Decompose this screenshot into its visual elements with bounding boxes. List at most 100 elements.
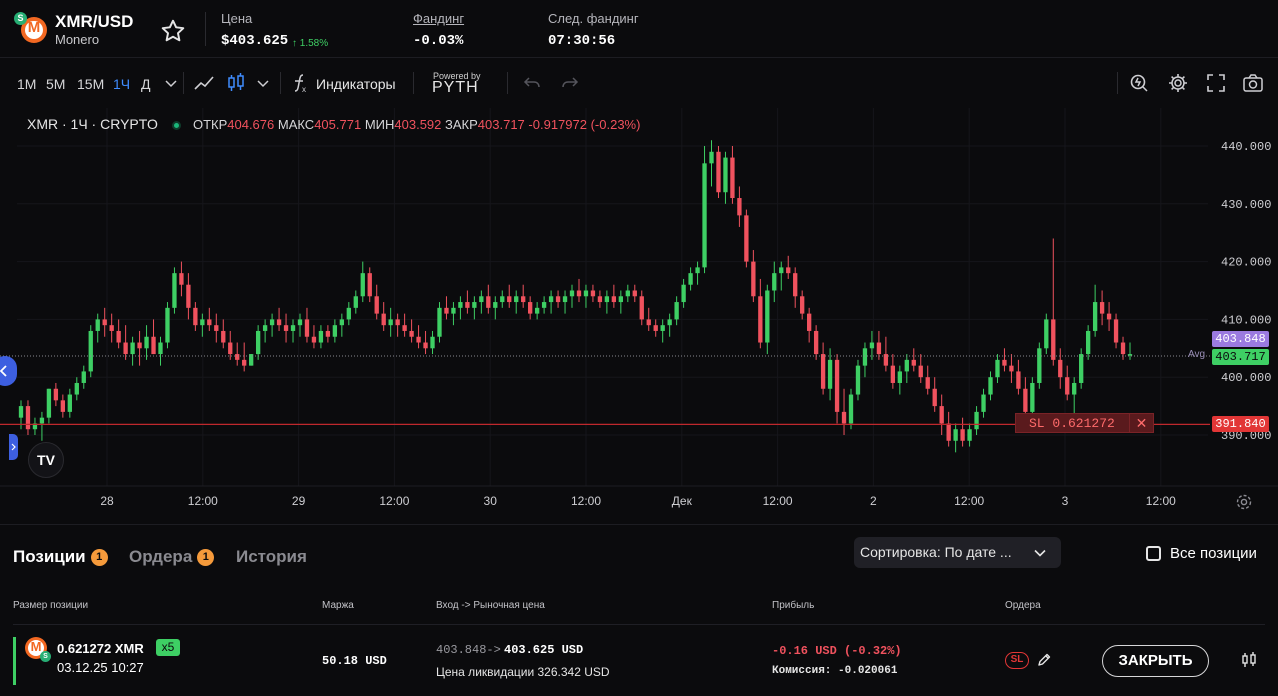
stop-loss-label: SL 0.621272 xyxy=(1029,416,1115,431)
function-icon[interactable]: x xyxy=(289,72,311,94)
gear-icon[interactable] xyxy=(1167,72,1189,94)
candle-body xyxy=(332,325,338,337)
x-axis-tick-label: Дек xyxy=(672,494,693,508)
candle-body xyxy=(730,157,735,199)
candle-body xyxy=(186,284,191,308)
candle-body xyxy=(179,273,184,285)
candle-body xyxy=(200,319,205,326)
timeframe-1m[interactable]: 1M xyxy=(17,76,37,92)
all-positions-label[interactable]: Все позиции xyxy=(1170,545,1257,562)
pencil-icon[interactable] xyxy=(1036,652,1052,668)
pyth-logo: PYTH xyxy=(432,79,479,96)
candle-body xyxy=(1113,319,1119,343)
stop-loss-badge[interactable]: SL xyxy=(1005,652,1029,669)
stop-loss-price-tag: 391.840 xyxy=(1212,416,1269,432)
candle-body xyxy=(583,290,589,297)
candle-body xyxy=(772,273,777,291)
candle-body xyxy=(109,325,114,331)
collapse-handle[interactable] xyxy=(0,356,17,386)
chevron-down-icon[interactable] xyxy=(160,72,182,94)
candle-body xyxy=(165,307,170,343)
close-position-button[interactable]: ЗАКРЫТЬ xyxy=(1102,645,1209,677)
quick-search-icon[interactable] xyxy=(1128,72,1150,94)
candle-body xyxy=(918,365,923,378)
drawing-tools-tab[interactable] xyxy=(9,434,18,460)
indicators-button[interactable]: Индикаторы xyxy=(316,76,396,92)
chevron-down-icon[interactable] xyxy=(252,72,274,94)
candle-body xyxy=(576,290,582,297)
redo-icon[interactable] xyxy=(559,72,581,94)
header-divider xyxy=(205,12,206,46)
candles-icon[interactable] xyxy=(225,72,247,94)
candle-settings-icon[interactable] xyxy=(1240,651,1258,669)
network-badge: S xyxy=(14,12,27,25)
candle-body xyxy=(346,307,351,320)
candle-body xyxy=(193,307,198,326)
candle-body xyxy=(862,348,868,366)
y-axis-tick-label: 420.000 xyxy=(1221,256,1271,270)
candle-body xyxy=(834,359,840,412)
candle-body xyxy=(374,296,379,314)
position-pnl: -0.16 USD (-0.32%) xyxy=(772,644,902,658)
open-value: 404.676 xyxy=(227,117,275,132)
chevron-left-icon xyxy=(0,365,7,377)
candle-body xyxy=(646,319,651,326)
candle-body xyxy=(465,302,470,308)
x-axis-tick-label: 30 xyxy=(484,494,498,508)
fullscreen-icon[interactable] xyxy=(1205,72,1227,94)
sort-dropdown[interactable]: Сортировка: По дате ... xyxy=(854,537,1061,568)
candle-body xyxy=(611,296,617,303)
candle-body xyxy=(1058,359,1063,378)
x-axis-tick-label: 12:00 xyxy=(763,494,793,508)
funding-label[interactable]: Фандинг xyxy=(413,11,465,26)
candle-body xyxy=(1072,382,1077,395)
candle-body xyxy=(1044,319,1049,349)
price-chart[interactable]: 28 12:00 29 12:00 30 12:00 Дек 12:00 2 12:00 3 12:0… xyxy=(0,108,1278,523)
timeframe-15m[interactable]: 15M xyxy=(77,76,105,92)
tradingview-logo[interactable]: TV xyxy=(28,442,64,478)
candle-body xyxy=(709,151,714,164)
undo-icon[interactable] xyxy=(521,72,543,94)
candle-body xyxy=(744,215,749,262)
line-chart-icon[interactable] xyxy=(193,72,215,94)
candle-body xyxy=(74,382,79,395)
tab-orders[interactable]: Ордера 1 xyxy=(129,547,215,567)
candle-body xyxy=(939,406,944,424)
price-label: Цена xyxy=(221,11,253,26)
candle-body xyxy=(81,371,86,383)
candle-body xyxy=(848,394,854,424)
candle-body xyxy=(827,359,833,389)
star-icon[interactable] xyxy=(160,18,186,44)
cancel-stop-loss-button[interactable]: ✕ xyxy=(1129,414,1153,432)
gear-icon[interactable] xyxy=(1235,493,1253,511)
candle-body xyxy=(806,313,812,331)
col-header-pnl: Прибыль xyxy=(772,600,815,611)
candle-body xyxy=(353,296,358,308)
candle-body xyxy=(604,296,610,303)
candle-body xyxy=(430,336,435,349)
pair-title[interactable]: XMR/USD xyxy=(55,12,134,31)
chart-canvas[interactable]: 28 12:00 29 12:00 30 12:00 Дек 12:00 2 12:00 3 12:0… xyxy=(0,108,1278,523)
timeframe-5m[interactable]: 5M xyxy=(46,76,66,92)
chevron-right-icon xyxy=(11,443,16,451)
candle-body xyxy=(555,296,561,303)
tab-history[interactable]: История xyxy=(236,547,307,566)
candle-body xyxy=(39,417,45,424)
network-badge: S xyxy=(40,651,51,662)
change-value: -0.917972 (-0.23%) xyxy=(528,117,641,132)
candle-body xyxy=(765,290,770,343)
candle-body xyxy=(207,319,212,326)
candle-body xyxy=(883,354,889,366)
candle-body xyxy=(290,325,296,331)
tab-positions[interactable]: Позиции 1 xyxy=(13,547,108,567)
all-positions-checkbox[interactable] xyxy=(1146,546,1161,561)
candle-body xyxy=(283,325,289,331)
camera-icon[interactable] xyxy=(1242,72,1264,94)
next-funding-label: След. фандинг xyxy=(548,11,639,26)
timeframe-1h[interactable]: 1Ч xyxy=(113,76,131,92)
stop-loss-order-line[interactable]: SL 0.621272 ✕ xyxy=(1015,413,1154,433)
candle-body xyxy=(639,296,644,320)
timeframe-1d[interactable]: Д xyxy=(141,76,151,92)
long-side-indicator xyxy=(13,637,16,685)
position-open-time: 03.12.25 10:27 xyxy=(57,660,144,675)
